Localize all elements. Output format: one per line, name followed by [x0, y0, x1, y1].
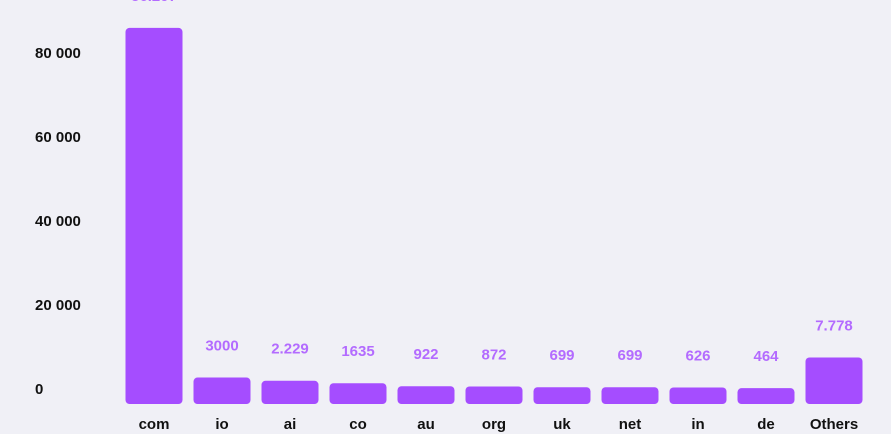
bar: [669, 387, 727, 404]
bar: [329, 383, 387, 404]
x-tick-label: in: [691, 416, 704, 433]
x-tick-label: uk: [553, 416, 571, 433]
value-label: 3000: [205, 337, 238, 354]
value-label: 922: [413, 346, 438, 363]
bar: [261, 380, 319, 404]
bar: [805, 357, 863, 404]
x-tick-label: ai: [284, 416, 297, 433]
y-tick-label: 40 000: [35, 213, 81, 230]
x-tick-label: Others: [810, 416, 858, 433]
value-label: 86.207: [131, 0, 177, 5]
bar: [125, 27, 183, 404]
x-tick-label: org: [482, 416, 506, 433]
bar: [193, 377, 251, 404]
x-tick-label: net: [619, 416, 642, 433]
value-label: 699: [617, 347, 642, 364]
y-tick-label: 20 000: [35, 297, 81, 314]
y-tick-label: 60 000: [35, 129, 81, 146]
bar: [533, 387, 591, 404]
bar: [601, 387, 659, 404]
x-tick-label: com: [139, 416, 170, 433]
value-label: 699: [549, 347, 574, 364]
x-tick-label: io: [215, 416, 228, 433]
value-label: 464: [753, 348, 779, 365]
y-tick-label: 0: [35, 381, 43, 398]
value-label: 7.778: [815, 317, 853, 334]
value-label: 2.229: [271, 341, 309, 358]
bar: [737, 388, 795, 404]
value-label: 872: [481, 346, 506, 363]
bar: [397, 386, 455, 404]
y-tick-label: 80 000: [35, 45, 81, 62]
bar: [465, 386, 523, 404]
x-tick-label: de: [757, 416, 775, 433]
x-tick-label: au: [417, 416, 435, 433]
value-label: 1635: [341, 343, 374, 360]
value-label: 626: [685, 347, 710, 364]
x-tick-label: co: [349, 416, 367, 433]
